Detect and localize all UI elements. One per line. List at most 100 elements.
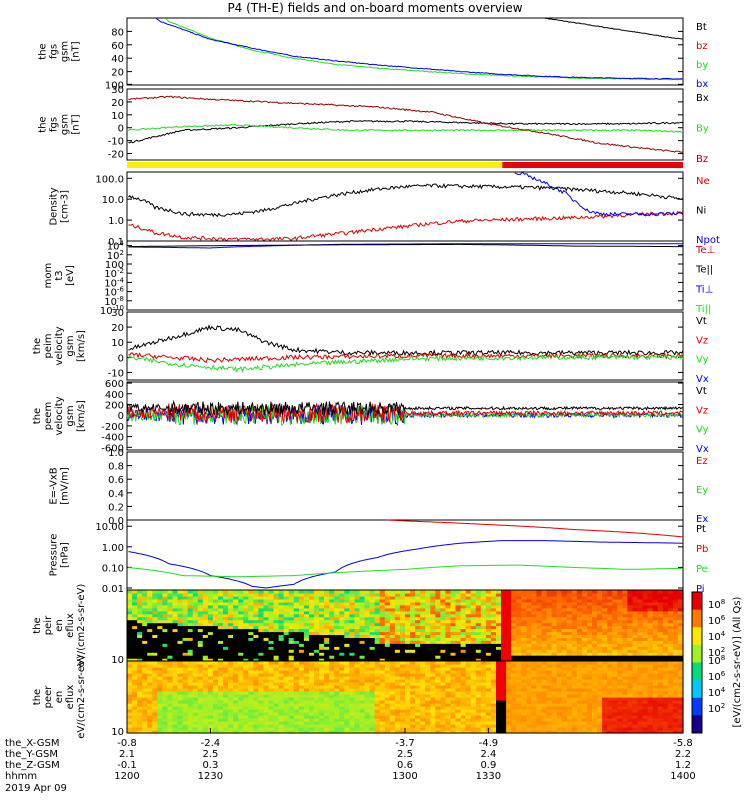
spectrogram-cell [627,595,634,600]
spectrogram-cell [617,655,623,659]
spectrogram-cell [172,607,179,612]
spectrogram-cell [536,640,543,644]
spectrogram-cell [576,604,583,609]
spectrogram-cell [445,694,452,698]
spectrogram-cell [283,604,290,609]
spectrogram-cell [359,625,366,630]
spectrogram-cell [192,688,199,692]
spectrogram-cell [339,601,345,606]
spectrogram-cell [344,619,350,624]
spectrogram-cell [622,643,628,647]
spectrogram-cell [228,610,234,615]
spectrogram-cell [470,601,477,606]
spectrogram-cell [137,607,143,612]
spectrogram-cell [516,643,522,647]
spectrogram-cell [465,610,472,615]
spectrogram-cell [369,634,376,638]
spectrogram-cell [556,718,563,722]
spectrogram-cell [394,622,401,627]
spectrogram-cell [187,661,194,665]
spectrogram-cell [162,649,169,653]
spectrogram-cell [546,706,553,710]
spectrogram-cell [248,679,254,683]
spectrogram-cell [399,727,406,731]
spectrogram-cell [592,616,598,621]
y-tick-label: -400 [101,433,124,444]
spectrogram-cell [531,703,538,707]
spectrogram-cell [667,655,674,659]
spectrogram-cell [212,694,219,698]
spectrogram-cell [329,706,335,710]
spectrogram-cell [420,664,426,668]
spectrogram-cell [541,637,548,641]
spectrogram-cell [369,619,376,624]
spectrogram-cell [415,697,421,701]
spectrogram-cell [187,712,194,716]
spectrogram-cell [511,649,517,653]
y-axis-label: t3 [54,270,65,280]
spectrogram-cell [470,664,477,668]
spectrogram-cell [571,590,578,594]
spectrogram-cell [571,595,578,600]
spectrogram-cell [339,697,345,701]
spectrogram-cell [303,712,310,716]
spectrogram-cell [445,706,452,710]
spectrogram-cell [470,658,477,662]
spectrogram-cell [207,688,214,692]
spectrogram-cell [283,622,290,627]
spectrogram-cell [612,619,618,624]
spectrogram-cell [293,724,300,728]
spectrogram-cell [485,697,492,701]
spectrogram-cell [288,700,295,704]
spectrogram-cell [339,664,345,668]
spectrogram-cell [243,727,249,731]
spectrogram-cell [369,643,376,647]
spectrogram-cell [212,628,219,633]
spectrogram-cell [536,658,543,662]
spectrogram-cell [187,658,194,662]
spectrogram-cell [475,607,482,612]
spectrogram-cell [268,625,275,630]
spectrogram-cell [142,685,148,689]
spectrogram-cell [283,652,290,656]
spectrogram-cell [263,679,270,683]
spectrogram-cell [192,604,199,609]
spectrogram-cell [152,628,158,633]
spectrogram-cell [571,616,578,621]
spectrogram-cell [430,661,436,665]
spectrogram-cell [354,601,361,606]
spectrogram-cell [622,652,628,656]
spectrogram-cell [233,652,239,656]
spectrogram-cell [394,590,401,594]
panel-frame [126,88,684,161]
spectrogram-cell [587,628,593,633]
spectrogram-cell [359,604,366,609]
spectrogram-cell [425,625,431,630]
spectrogram-cell [339,682,345,686]
spectrogram-cell [475,640,482,644]
spectrogram-cell [182,682,189,686]
spectrogram-cell [364,715,371,719]
spectrogram-cell [657,613,664,618]
spectrogram-cell [622,637,628,641]
spectrogram-cell [627,655,634,659]
spectrogram-cell [218,634,224,638]
spectrogram-cell [132,637,138,641]
spectrogram-cell [142,628,148,633]
spectrogram-cell [521,694,527,698]
spectrogram-cell [506,730,512,734]
spectrogram-cell [490,598,497,603]
spectrogram-cell [622,640,628,644]
spectrogram-cell [455,703,462,707]
spectrogram-cell [374,616,381,621]
spectrogram-cell [132,655,138,659]
spectrogram-cell [303,676,310,680]
spectrogram-cell [253,593,260,597]
spectrogram-cell [253,604,260,609]
spectrogram-cell [622,613,628,618]
spectrogram-cell [506,661,512,665]
spectrogram-cell [152,709,158,713]
spectrogram-cell [359,688,366,692]
spectrogram-cell [526,613,532,618]
spectrogram-cell [546,721,553,725]
